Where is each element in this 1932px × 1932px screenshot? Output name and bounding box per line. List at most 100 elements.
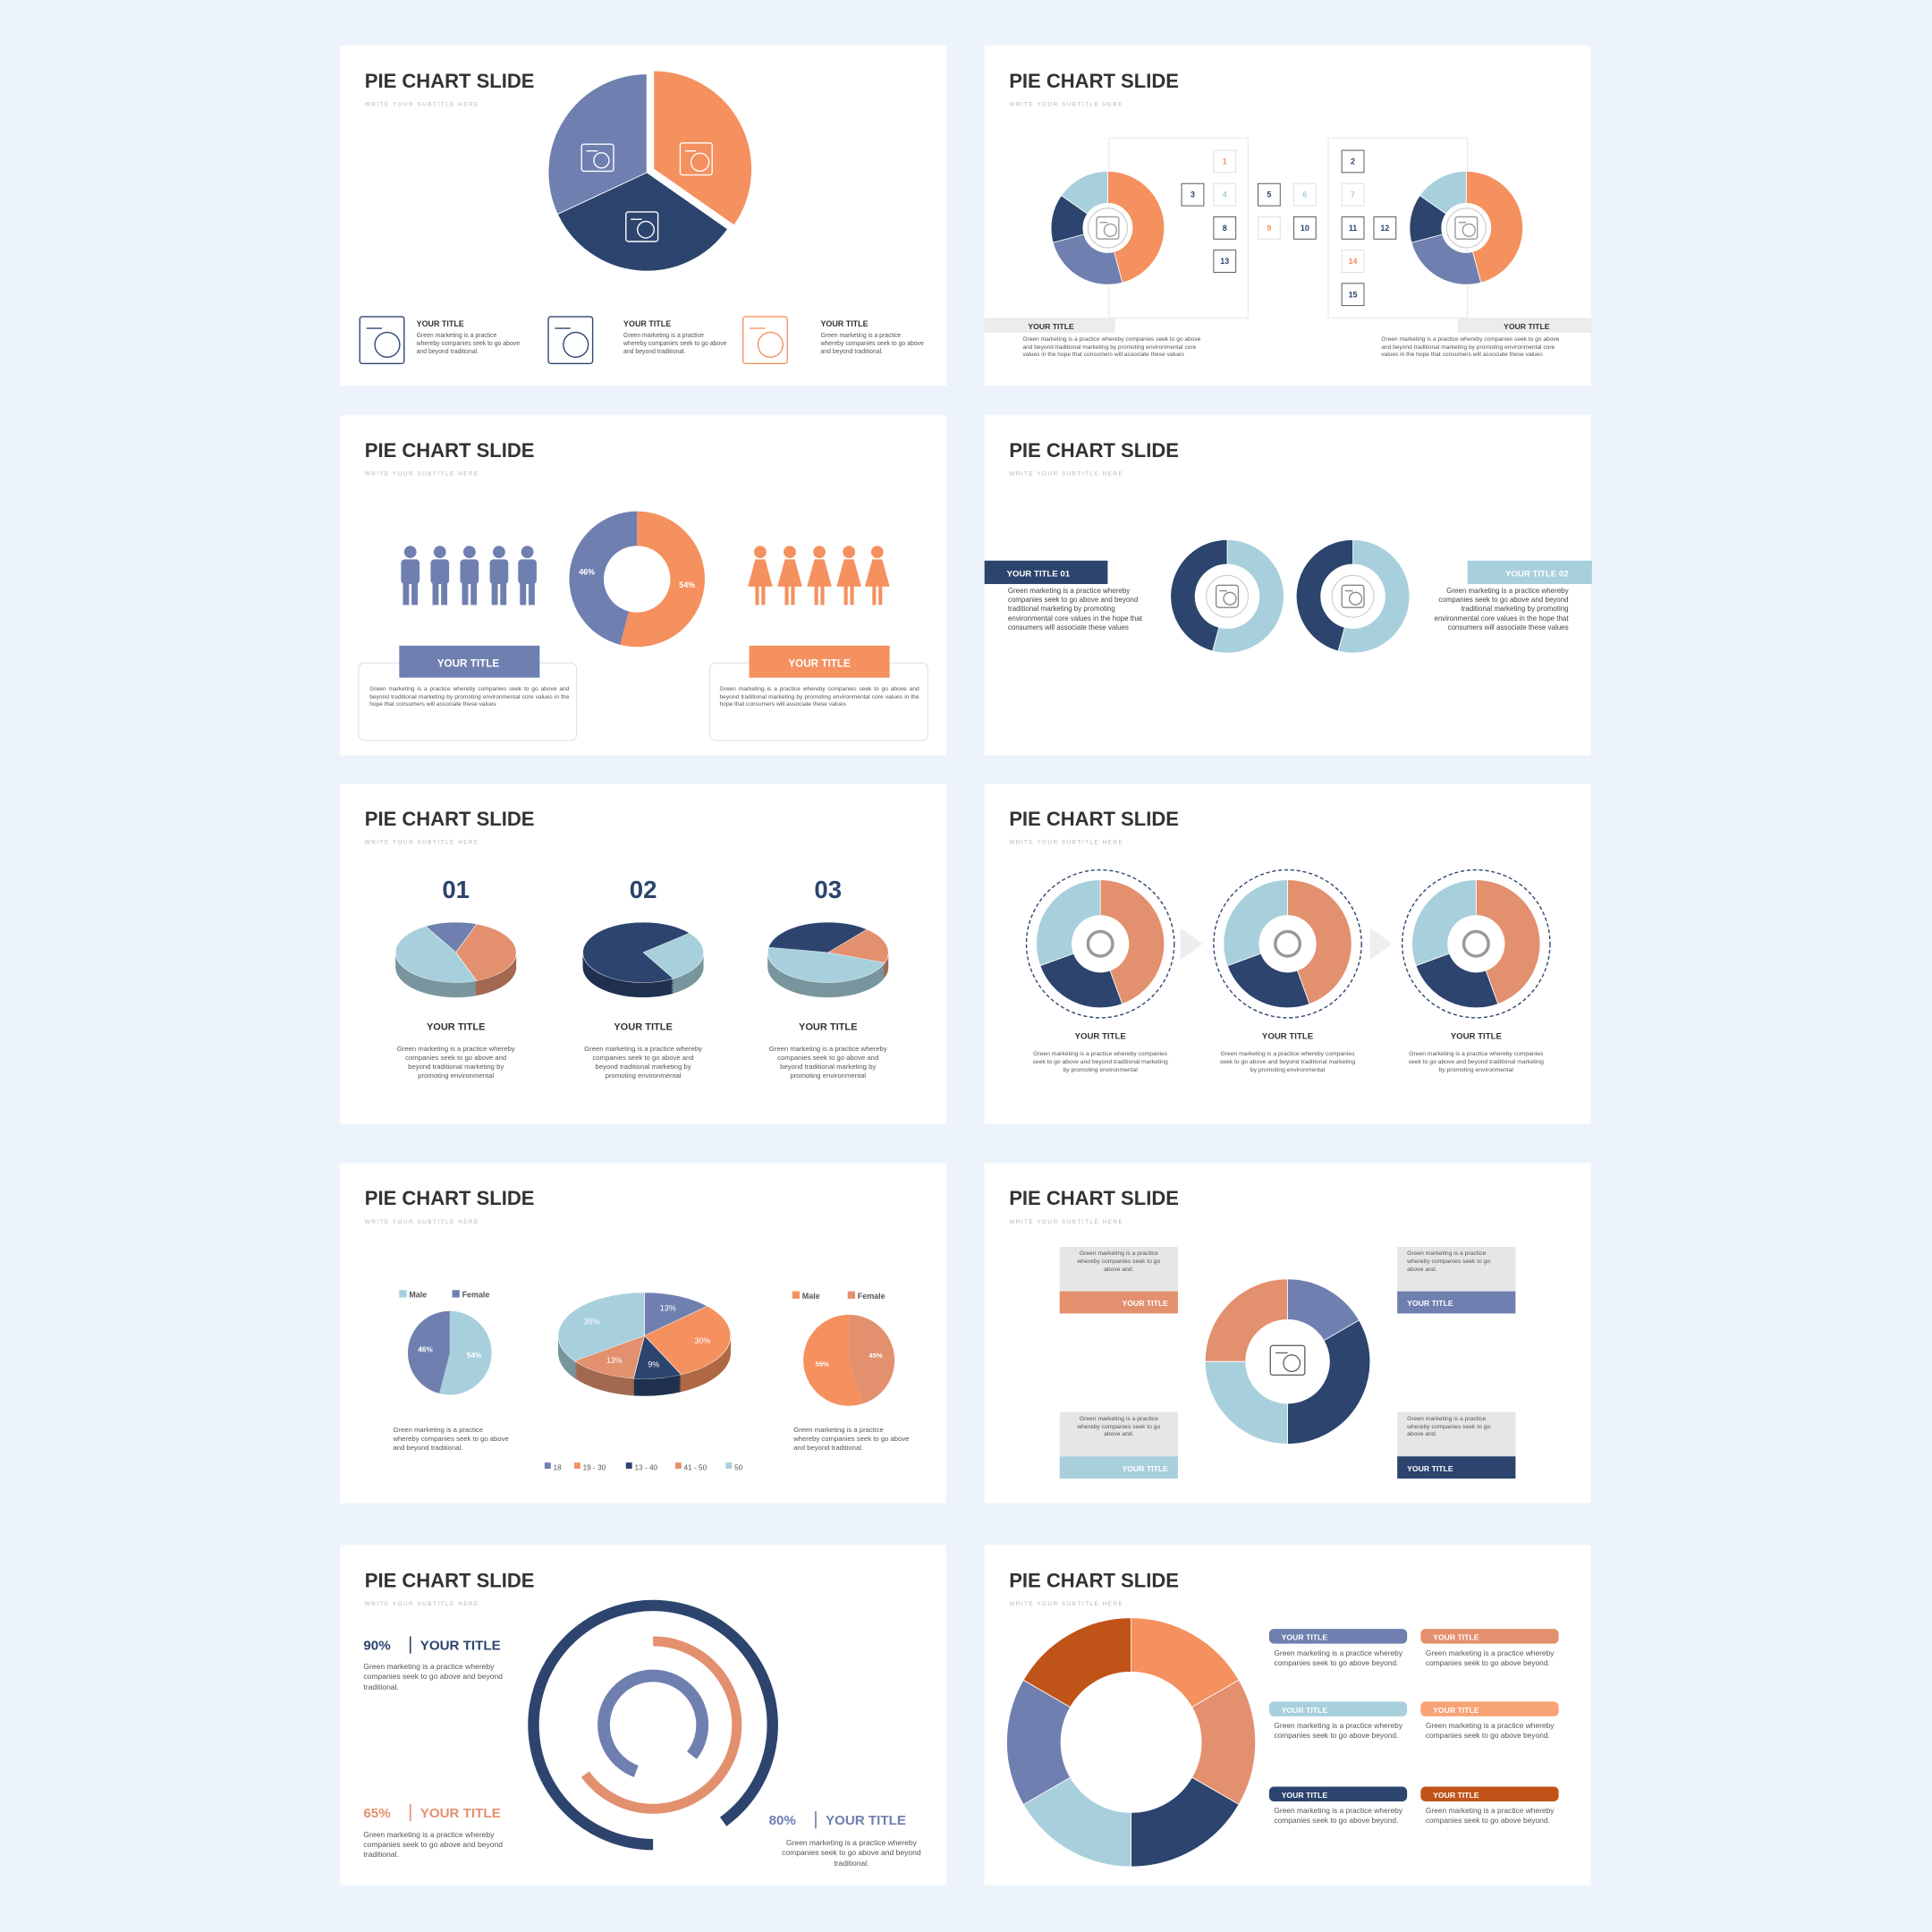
icon bbox=[593, 152, 610, 169]
item-title: YOUR TITLE bbox=[1407, 1464, 1453, 1473]
legend-swatch bbox=[625, 1462, 632, 1470]
person-icon bbox=[528, 581, 535, 606]
icon bbox=[637, 220, 655, 239]
callout-box bbox=[1397, 1411, 1516, 1457]
icon bbox=[690, 152, 710, 173]
pie-slice bbox=[439, 1310, 492, 1395]
person-icon bbox=[755, 585, 759, 606]
person-icon bbox=[430, 559, 450, 584]
number-box bbox=[1213, 149, 1237, 174]
pie-segment bbox=[1475, 879, 1541, 1005]
title-bar bbox=[1420, 1786, 1559, 1801]
icon bbox=[625, 211, 659, 242]
icon-ring bbox=[1245, 1319, 1330, 1404]
person-icon bbox=[433, 546, 446, 559]
title-bar bbox=[1457, 318, 1592, 333]
legend-swatch bbox=[847, 1291, 856, 1299]
title-bar bbox=[1059, 1291, 1178, 1314]
slide-title: PIE CHART SLIDE bbox=[1009, 1569, 1179, 1591]
person-icon bbox=[489, 559, 509, 584]
pie-top bbox=[582, 921, 704, 983]
person-icon bbox=[491, 581, 498, 606]
legend-label: Female bbox=[858, 1292, 886, 1301]
dashed-ring bbox=[1401, 869, 1551, 1019]
person-icon bbox=[843, 585, 848, 606]
item-title: YOUR TITLE bbox=[799, 1022, 857, 1033]
person-icon bbox=[500, 581, 507, 606]
number: 10 bbox=[1301, 224, 1309, 233]
pie-slice bbox=[569, 511, 638, 645]
icon bbox=[1283, 1354, 1301, 1373]
person-icon bbox=[520, 581, 527, 606]
title-bar bbox=[984, 560, 1108, 584]
person-icon bbox=[432, 581, 439, 606]
percent-label: 65% bbox=[363, 1806, 391, 1821]
item-title: YOUR TITLE bbox=[1282, 1791, 1328, 1800]
item-title: YOUR TITLE bbox=[788, 657, 851, 669]
number: 12 bbox=[1380, 224, 1389, 233]
pie-slice bbox=[849, 1314, 895, 1404]
percent-label: 90% bbox=[363, 1639, 391, 1654]
person-icon bbox=[401, 559, 420, 584]
person-icon bbox=[843, 546, 856, 559]
icon-ring bbox=[1087, 208, 1129, 249]
legend-label: 18 bbox=[554, 1463, 563, 1471]
item-title: YOUR TITLE bbox=[1451, 1031, 1503, 1041]
legend-swatch bbox=[544, 1462, 551, 1470]
item-title: YOUR TITLE bbox=[1122, 1464, 1168, 1473]
icon-ring bbox=[1445, 208, 1487, 249]
item-title: YOUR TITLE bbox=[1433, 1791, 1479, 1800]
item-title: YOUR TITLE bbox=[1262, 1031, 1314, 1041]
pie-segment bbox=[582, 921, 691, 983]
number-box bbox=[1292, 182, 1317, 207]
number: 15 bbox=[1349, 290, 1358, 299]
title-bar bbox=[1059, 1456, 1178, 1479]
item-title: YOUR TITLE bbox=[420, 1806, 501, 1821]
callout-box bbox=[1059, 1411, 1178, 1457]
slide-title: PIE CHART SLIDE bbox=[365, 1569, 535, 1591]
pie-segment bbox=[767, 946, 886, 983]
slide-title: PIE CHART SLIDE bbox=[1009, 808, 1179, 830]
person-icon bbox=[470, 581, 478, 606]
item-number: 03 bbox=[814, 876, 842, 903]
slide-subtitle: WRITE YOUR SUBTITLE HERE bbox=[1009, 1219, 1123, 1225]
item-title: YOUR TITLE bbox=[820, 319, 868, 328]
icon-ring bbox=[1331, 574, 1375, 618]
item-title: YOUR TITLE bbox=[437, 657, 500, 669]
person-icon bbox=[521, 546, 534, 559]
icon bbox=[679, 142, 713, 176]
title-bar bbox=[1397, 1456, 1516, 1479]
item-title: YOUR TITLE 02 bbox=[1505, 570, 1569, 580]
item-title: YOUR TITLE bbox=[1282, 1633, 1328, 1642]
number-box bbox=[1213, 182, 1237, 207]
icon bbox=[563, 331, 589, 359]
item-title: YOUR TITLE bbox=[427, 1022, 485, 1033]
icon bbox=[1341, 584, 1365, 608]
progress-arc bbox=[597, 1669, 709, 1777]
person-icon bbox=[784, 546, 796, 559]
pie-slice bbox=[557, 1292, 645, 1361]
slide-subtitle: WRITE YOUR SUBTITLE HERE bbox=[1009, 471, 1123, 478]
pie-segment bbox=[1052, 233, 1123, 285]
legend-swatch bbox=[399, 1290, 407, 1298]
icon-ring bbox=[1072, 915, 1129, 972]
number-box bbox=[1213, 216, 1237, 240]
slide-subtitle: WRITE YOUR SUBTITLE HERE bbox=[365, 1601, 479, 1607]
slice-label: 9% bbox=[648, 1360, 659, 1368]
pie-segment bbox=[455, 923, 517, 981]
number: 14 bbox=[1349, 257, 1358, 266]
person-icon bbox=[836, 559, 861, 587]
arrow bbox=[1180, 928, 1203, 961]
slice-label: 54% bbox=[467, 1352, 482, 1360]
pie-segment bbox=[1212, 538, 1284, 654]
person-icon bbox=[878, 585, 883, 606]
slide-subtitle: WRITE YOUR SUBTITLE HERE bbox=[365, 101, 479, 107]
slide-subtitle: WRITE YOUR SUBTITLE HERE bbox=[1009, 840, 1123, 846]
slide-subtitle: WRITE YOUR SUBTITLE HERE bbox=[1009, 1601, 1123, 1607]
percent-label: 80% bbox=[769, 1813, 797, 1828]
item-title: YOUR TITLE bbox=[420, 1639, 501, 1654]
slide-title: PIE CHART SLIDE bbox=[1009, 439, 1179, 462]
pie-segment bbox=[1411, 233, 1482, 285]
item-title: YOUR TITLE bbox=[1282, 1706, 1328, 1715]
pie-segment bbox=[1107, 171, 1165, 284]
